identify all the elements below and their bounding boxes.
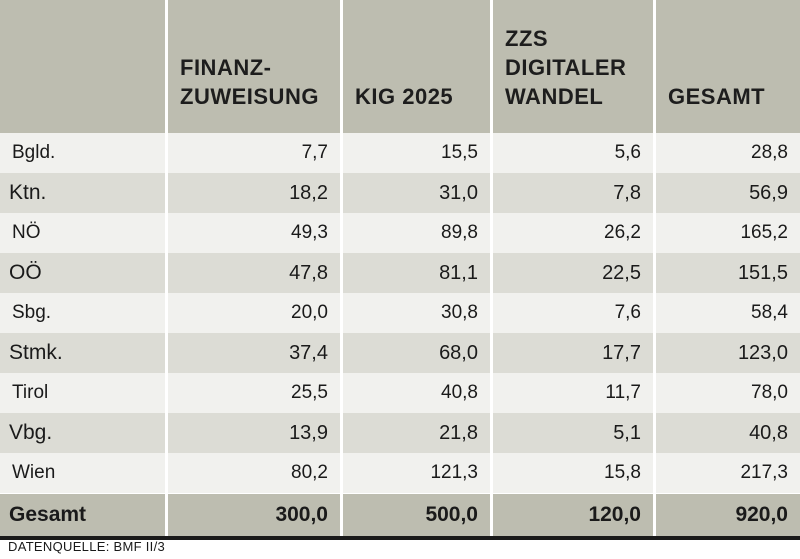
table-cell: 5,1 xyxy=(493,413,656,453)
table-cell: 26,2 xyxy=(493,213,656,253)
table-cell: 78,0 xyxy=(751,382,788,403)
row-label: Ktn. xyxy=(0,173,168,213)
total-label: Gesamt xyxy=(0,494,168,536)
total-value: 920,0 xyxy=(735,503,788,526)
table-cell: 7,8 xyxy=(493,173,656,213)
row-label: NÖ xyxy=(0,213,168,253)
table-body: Bgld. 7,7 15,5 5,6 28,8 Ktn. 18,2 31,0 7,8 56,9 NÖ… xyxy=(0,133,800,493)
table-row: Ktn. 18,2 31,0 7,8 56,9 xyxy=(0,173,800,213)
table-cell: 80,2 xyxy=(168,453,343,493)
row-label: Bgld. xyxy=(0,133,168,173)
header-cell-gesamt: GESAMT xyxy=(668,84,766,109)
table-row: Bgld. 7,7 15,5 5,6 28,8 xyxy=(0,133,800,173)
table-row: NÖ 49,3 89,8 26,2 165,2 xyxy=(0,213,800,253)
table-row: Vbg. 13,9 21,8 5,1 40,8 xyxy=(0,413,800,453)
table-cell: 20,0 xyxy=(168,293,343,333)
table-cell: 165,2 xyxy=(740,222,788,243)
table-cell: 15,8 xyxy=(493,453,656,493)
table-cell: 17,7 xyxy=(493,333,656,373)
table-row: OÖ 47,8 81,1 22,5 151,5 xyxy=(0,253,800,293)
table-cell: 49,3 xyxy=(168,213,343,253)
row-label: Vbg. xyxy=(0,413,168,453)
table-cell: 21,8 xyxy=(343,413,493,453)
table-cell: 18,2 xyxy=(168,173,343,213)
table-cell: 47,8 xyxy=(168,253,343,293)
table-cell: 11,7 xyxy=(493,373,656,413)
row-label: Wien xyxy=(0,453,168,493)
table-cell: 22,5 xyxy=(493,253,656,293)
table-cell: 68,0 xyxy=(343,333,493,373)
table-total-row: Gesamt 300,0 500,0 120,0 920,0 xyxy=(0,494,800,536)
table-cell: 7,7 xyxy=(168,133,343,173)
row-label: Sbg. xyxy=(0,293,168,333)
row-label: Tirol xyxy=(0,373,168,413)
table-row: Stmk. 37,4 68,0 17,7 123,0 xyxy=(0,333,800,373)
table-cell: 37,4 xyxy=(168,333,343,373)
table-cell: 58,4 xyxy=(751,302,788,323)
table-cell: 121,3 xyxy=(343,453,493,493)
table-cell: 151,5 xyxy=(737,261,788,284)
source-note: DATENQUELLE: BMF II/3 xyxy=(8,539,166,554)
total-value: 300,0 xyxy=(168,494,343,536)
table-row: Wien 80,2 121,3 15,8 217,3 xyxy=(0,453,800,493)
table-cell: 40,8 xyxy=(749,421,788,444)
table-cell: 15,5 xyxy=(343,133,493,173)
table-cell: 13,9 xyxy=(168,413,343,453)
table-cell: 31,0 xyxy=(343,173,493,213)
data-table: FINANZ- ZUWEISUNG KIG 2025 ZZS DIGITALER… xyxy=(0,0,800,540)
table-cell: 89,8 xyxy=(343,213,493,253)
table-cell: 30,8 xyxy=(343,293,493,333)
row-label: Stmk. xyxy=(0,333,168,373)
table-row: Tirol 25,5 40,8 11,7 78,0 xyxy=(0,373,800,413)
header-cell-kig-2025: KIG 2025 xyxy=(343,0,493,133)
table-cell: 81,1 xyxy=(343,253,493,293)
table-cell: 7,6 xyxy=(493,293,656,333)
total-value: 120,0 xyxy=(493,494,656,536)
bottom-rule xyxy=(0,536,800,540)
header-cell-finanzzuweisung: FINANZ- ZUWEISUNG xyxy=(168,0,343,133)
table-row: Sbg. 20,0 30,8 7,6 58,4 xyxy=(0,293,800,333)
table-cell: 217,3 xyxy=(740,462,788,483)
header-cell-empty xyxy=(0,0,168,133)
table-cell: 56,9 xyxy=(749,181,788,204)
table-header: FINANZ- ZUWEISUNG KIG 2025 ZZS DIGITALER… xyxy=(0,0,800,133)
row-label: OÖ xyxy=(0,253,168,293)
header-cell-zzs-digitaler-wandel: ZZS DIGITALER WANDEL xyxy=(493,0,656,133)
total-value: 500,0 xyxy=(343,494,493,536)
table-cell: 40,8 xyxy=(343,373,493,413)
table-cell: 28,8 xyxy=(751,142,788,163)
table-cell: 5,6 xyxy=(493,133,656,173)
table-cell: 123,0 xyxy=(737,341,788,364)
table-cell: 25,5 xyxy=(168,373,343,413)
